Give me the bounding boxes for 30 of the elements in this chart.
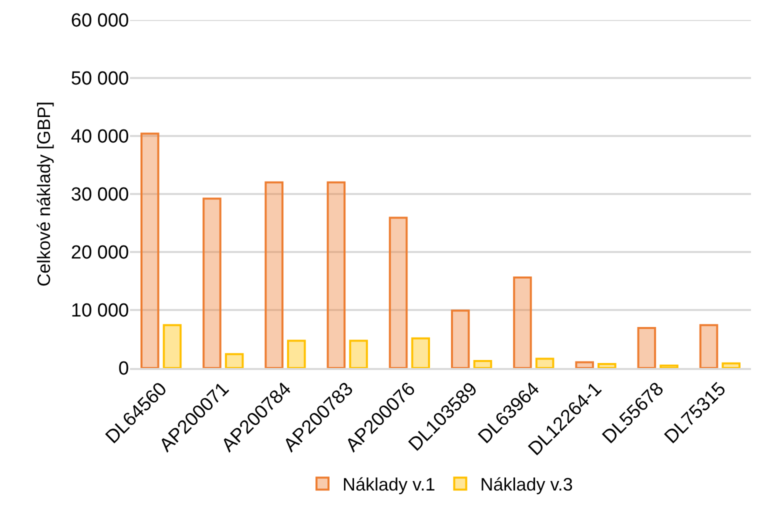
bar (473, 360, 492, 368)
bar (598, 362, 616, 368)
bar (722, 362, 741, 368)
bar (699, 324, 718, 368)
bar (349, 340, 368, 368)
bar (535, 358, 554, 368)
legend-label: Náklady v.3 (480, 474, 573, 495)
bar (411, 337, 430, 368)
y-tick-label: 60 000 (70, 10, 129, 32)
y-tick-label: 40 000 (70, 126, 129, 148)
bar (224, 353, 244, 368)
bar (637, 326, 656, 368)
bar (575, 361, 594, 368)
bar (660, 364, 678, 368)
legend-label: Náklady v.1 (342, 474, 436, 495)
y-tick-label: 30 000 (70, 184, 129, 206)
bar (388, 216, 408, 368)
y-axis-title: Celkové náklady [GBP] (34, 101, 54, 287)
y-tick-label: 50 000 (70, 68, 129, 90)
bar (140, 132, 160, 368)
y-tick-label: 10 000 (70, 300, 129, 322)
bar (450, 310, 470, 368)
bar (162, 324, 182, 368)
bar (202, 198, 222, 368)
bar (287, 340, 306, 368)
bar (264, 181, 284, 368)
y-tick-label: 0 (118, 358, 129, 380)
bar (326, 181, 346, 368)
y-tick-label: 20 000 (70, 242, 129, 264)
bar (513, 276, 532, 368)
